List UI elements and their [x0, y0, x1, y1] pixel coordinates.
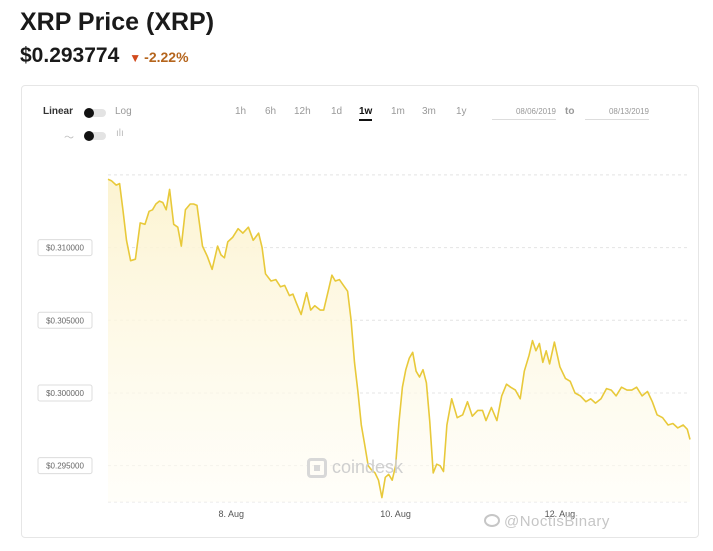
down-arrow-icon: ▼	[129, 51, 142, 65]
timeframe-1w[interactable]: 1w	[359, 106, 373, 121]
y-tick-label: $0.295000	[46, 462, 84, 471]
x-tick-label: 12. Aug	[545, 509, 576, 519]
candlestick-icon[interactable]: ılı	[116, 128, 124, 139]
y-tick-box	[37, 311, 93, 329]
scale-linear-label[interactable]: Linear	[43, 106, 74, 117]
scale-toggle[interactable]	[84, 108, 106, 118]
coindesk-logo-icon	[307, 457, 327, 478]
timeframe-1d[interactable]: 1d	[331, 106, 343, 117]
coindesk-wordmark: coindesk	[332, 457, 404, 477]
y-tick-label: $0.310000	[46, 244, 84, 253]
toggle-knob	[84, 131, 94, 141]
y-tick-box	[37, 239, 93, 257]
current-price: $0.293774	[20, 44, 120, 67]
line-chart-icon[interactable]: 〜	[64, 133, 74, 144]
chart-card: Linear Log 〜 ılı 1h 6h 12h 1d 1w 1m 3m 1…	[21, 85, 699, 538]
timeframe-1m[interactable]: 1m	[391, 106, 405, 117]
date-from-input[interactable]	[492, 104, 556, 120]
coindesk-watermark: coindesk	[307, 457, 403, 478]
price-line	[107, 178, 691, 499]
price-change-value: -2.22%	[144, 49, 189, 65]
price-change: ▼ -2.22%	[129, 49, 188, 65]
y-tick-box	[37, 457, 93, 475]
timeframe-1h[interactable]: 1h	[235, 106, 247, 117]
y-tick-label: $0.300000	[46, 389, 84, 398]
y-tick-label: $0.305000	[46, 316, 84, 325]
weibo-icon	[484, 514, 500, 527]
date-to-input[interactable]	[585, 104, 649, 120]
scale-log-label[interactable]: Log	[115, 106, 132, 117]
timeframe-6h[interactable]: 6h	[265, 106, 277, 117]
page-title: XRP Price (XRP)	[20, 8, 215, 36]
toggle-knob	[84, 108, 94, 118]
date-to-label: to	[565, 106, 575, 117]
price-chart[interactable]: $0.310000 $0.305000 $0.300000 $0.295000 8. …	[22, 86, 698, 537]
y-tick-box	[37, 384, 93, 402]
price-area	[108, 179, 690, 503]
social-handle: @NoctisBinary	[504, 513, 610, 530]
timeframe-3m[interactable]: 3m	[422, 106, 436, 117]
price-row: $0.293774 ▼ -2.22%	[20, 44, 189, 68]
x-tick-label: 8. Aug	[218, 509, 244, 519]
timeframe-12h[interactable]: 12h	[294, 106, 311, 117]
timeframe-1y[interactable]: 1y	[456, 106, 467, 117]
chart-type-toggle[interactable]	[84, 131, 106, 141]
social-watermark: @NoctisBinary	[484, 513, 610, 530]
x-tick-label: 10. Aug	[380, 509, 411, 519]
